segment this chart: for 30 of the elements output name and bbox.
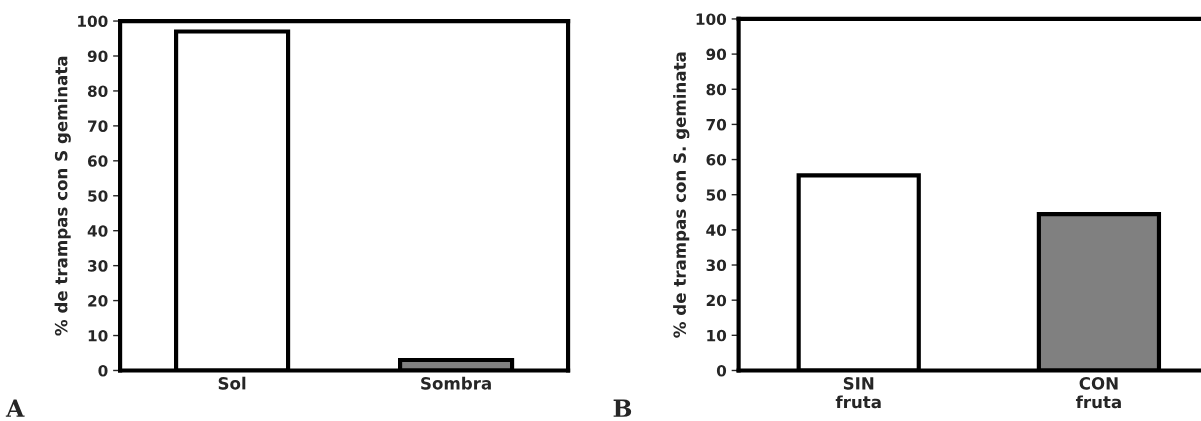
y-axis-title: % de trampas con S geminata [54,56,71,336]
y-tick-label: 70 [706,118,727,131]
y-tick-label: 60 [87,155,108,167]
y-tick-label: 100 [696,13,727,25]
y-tick-label: 60 [706,154,727,166]
y-tick-label: 80 [87,85,108,97]
y-tick-label: 90 [706,48,727,61]
y-tick-label: 100 [78,15,108,28]
text: A [5,399,25,417]
y-tick-label: 90 [87,50,108,63]
x-tick-label: SIN fruta [835,377,881,409]
y-axis-title: % de trampas con S. geminata [673,52,690,338]
y-tick-label: 40 [87,225,108,237]
y-tick-label: 50 [706,189,727,201]
y-tick-label: 80 [706,83,727,96]
text: B [613,399,632,417]
x-tick-label: CON fruta [1075,377,1121,409]
y-tick-label: 30 [88,260,108,272]
y-tick-label: 30 [706,259,727,272]
y-tick-label: 10 [88,330,108,342]
y-tick-label: 20 [706,294,727,307]
y-tick-label: 10 [707,329,727,342]
y-tick-label: 0 [98,364,108,377]
y-tick-label: 0 [716,364,727,377]
y-tick-label: 70 [88,120,108,132]
x-tick-label: Sol [218,376,246,390]
y-tick-label: 40 [706,224,727,236]
x-tick-label: Sombra [421,376,491,390]
y-tick-label: 50 [88,190,108,202]
y-tick-label: 20 [88,295,108,307]
